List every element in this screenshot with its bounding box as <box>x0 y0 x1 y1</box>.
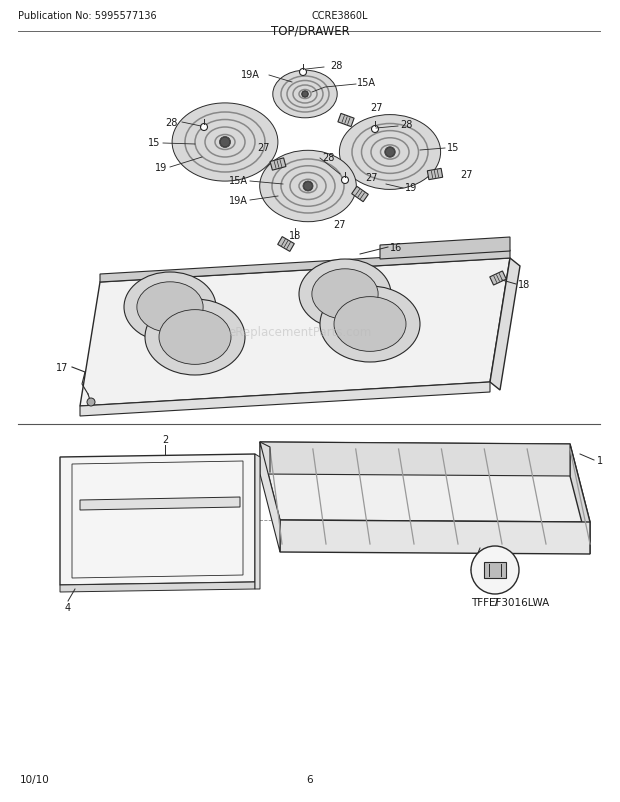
Text: 6: 6 <box>307 774 313 784</box>
Circle shape <box>87 399 95 407</box>
Circle shape <box>200 124 208 132</box>
Circle shape <box>304 182 312 191</box>
Text: 2: 2 <box>162 435 168 444</box>
Circle shape <box>386 148 394 157</box>
Polygon shape <box>570 444 590 554</box>
Circle shape <box>219 137 231 148</box>
FancyBboxPatch shape <box>338 114 354 128</box>
Text: 28: 28 <box>400 119 412 130</box>
Text: 15: 15 <box>447 143 459 153</box>
FancyBboxPatch shape <box>278 237 294 252</box>
Text: CCRE3860L: CCRE3860L <box>312 11 368 21</box>
Ellipse shape <box>299 260 391 330</box>
Text: 15A: 15A <box>229 176 248 186</box>
Polygon shape <box>260 443 280 553</box>
FancyBboxPatch shape <box>270 159 286 171</box>
Circle shape <box>299 70 306 76</box>
FancyBboxPatch shape <box>427 169 443 180</box>
Text: 27: 27 <box>365 172 378 183</box>
Polygon shape <box>80 497 240 510</box>
Polygon shape <box>80 383 490 416</box>
Ellipse shape <box>137 282 203 333</box>
Polygon shape <box>80 259 510 407</box>
Text: 15: 15 <box>148 138 160 148</box>
Text: 15A: 15A <box>357 78 376 88</box>
Text: 28: 28 <box>322 153 334 163</box>
Text: 17: 17 <box>56 363 68 373</box>
Circle shape <box>342 177 348 184</box>
Ellipse shape <box>159 310 231 365</box>
Ellipse shape <box>260 151 356 222</box>
Polygon shape <box>100 251 510 282</box>
Text: 7: 7 <box>492 597 498 607</box>
Ellipse shape <box>320 286 420 363</box>
Text: 27: 27 <box>460 170 472 180</box>
Text: 19: 19 <box>405 183 417 192</box>
Text: 27: 27 <box>370 103 383 113</box>
Text: 18: 18 <box>289 231 301 241</box>
Circle shape <box>385 148 396 158</box>
Polygon shape <box>260 443 590 522</box>
Ellipse shape <box>124 273 216 342</box>
Polygon shape <box>490 259 520 391</box>
FancyBboxPatch shape <box>484 562 506 578</box>
Text: 16: 16 <box>390 243 402 253</box>
Text: 28: 28 <box>166 118 178 128</box>
FancyBboxPatch shape <box>352 187 368 202</box>
Text: 1: 1 <box>597 456 603 465</box>
Ellipse shape <box>145 300 245 375</box>
Polygon shape <box>255 455 260 589</box>
Text: 19A: 19A <box>229 196 248 206</box>
Text: 18: 18 <box>518 280 530 290</box>
Circle shape <box>303 182 313 192</box>
Polygon shape <box>60 455 255 585</box>
Ellipse shape <box>172 103 278 182</box>
Circle shape <box>220 138 230 148</box>
Ellipse shape <box>339 115 441 190</box>
Circle shape <box>302 92 308 98</box>
Text: 27: 27 <box>333 220 345 229</box>
Polygon shape <box>380 237 510 260</box>
Text: eReplacementParts.com: eReplacementParts.com <box>228 326 371 339</box>
Text: Publication No: 5995577136: Publication No: 5995577136 <box>18 11 157 21</box>
Circle shape <box>471 546 519 594</box>
Polygon shape <box>260 443 570 476</box>
FancyBboxPatch shape <box>490 272 507 286</box>
Polygon shape <box>60 582 255 592</box>
Text: TFFEF3016LWA: TFFEF3016LWA <box>471 597 549 607</box>
Text: 28: 28 <box>330 61 342 71</box>
Ellipse shape <box>334 298 406 352</box>
Ellipse shape <box>312 269 378 320</box>
Text: 10/10: 10/10 <box>20 774 50 784</box>
Text: 4: 4 <box>65 602 71 612</box>
Polygon shape <box>280 520 590 554</box>
Text: TOP/DRAWER: TOP/DRAWER <box>270 24 350 37</box>
Circle shape <box>302 91 308 98</box>
Text: 27: 27 <box>257 143 270 153</box>
Circle shape <box>371 127 378 133</box>
Text: 19: 19 <box>155 163 167 172</box>
Text: 19A: 19A <box>241 70 260 80</box>
Ellipse shape <box>273 71 337 119</box>
